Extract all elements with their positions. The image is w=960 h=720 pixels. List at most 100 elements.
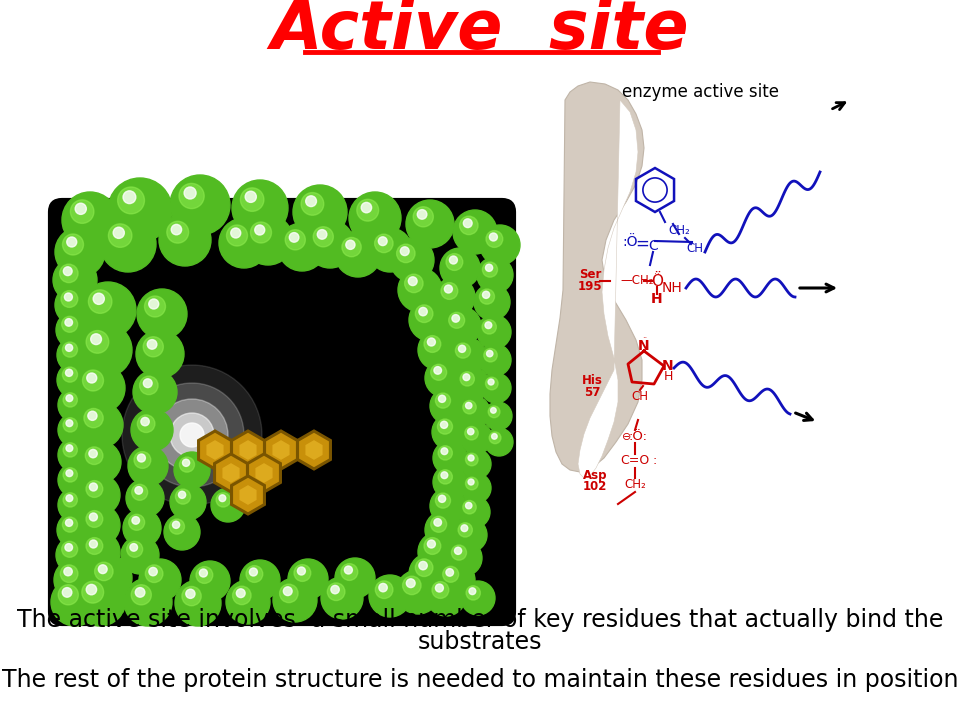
Circle shape [465, 426, 478, 440]
Circle shape [129, 514, 145, 530]
Circle shape [441, 282, 458, 300]
Circle shape [444, 285, 452, 293]
Circle shape [331, 585, 339, 594]
Circle shape [65, 344, 73, 351]
Circle shape [132, 517, 139, 524]
Circle shape [236, 589, 245, 598]
Circle shape [419, 307, 427, 316]
Polygon shape [199, 431, 231, 469]
Circle shape [342, 238, 361, 257]
Circle shape [490, 432, 501, 444]
Circle shape [467, 586, 480, 600]
Circle shape [149, 299, 158, 309]
Circle shape [140, 383, 244, 487]
Polygon shape [231, 476, 264, 514]
Circle shape [219, 218, 269, 268]
Circle shape [446, 540, 482, 576]
Text: ..: .. [642, 331, 648, 341]
Circle shape [65, 519, 73, 526]
Circle shape [190, 561, 230, 601]
Circle shape [341, 564, 358, 580]
Circle shape [419, 562, 427, 570]
Circle shape [126, 479, 164, 517]
Circle shape [390, 238, 434, 282]
Circle shape [446, 253, 463, 271]
Circle shape [441, 448, 447, 454]
Polygon shape [206, 440, 224, 460]
Circle shape [100, 216, 156, 272]
Circle shape [409, 299, 451, 341]
Circle shape [60, 264, 78, 283]
Circle shape [301, 192, 324, 215]
Circle shape [273, 578, 317, 622]
Circle shape [439, 395, 445, 402]
Circle shape [449, 256, 457, 264]
Circle shape [435, 277, 475, 317]
Circle shape [463, 374, 469, 381]
Circle shape [90, 334, 102, 345]
Circle shape [486, 264, 492, 271]
Circle shape [486, 377, 498, 390]
Polygon shape [578, 100, 638, 478]
Circle shape [396, 244, 415, 263]
Circle shape [441, 472, 447, 479]
Circle shape [345, 566, 352, 574]
Circle shape [62, 234, 84, 255]
Circle shape [131, 409, 173, 451]
Circle shape [434, 518, 442, 526]
Circle shape [327, 583, 345, 600]
Circle shape [289, 233, 299, 242]
Circle shape [477, 257, 513, 293]
Circle shape [89, 513, 97, 521]
Polygon shape [298, 431, 330, 469]
Circle shape [54, 559, 96, 601]
Circle shape [66, 420, 73, 426]
Circle shape [443, 307, 481, 345]
Circle shape [278, 223, 326, 271]
Circle shape [51, 578, 99, 626]
Circle shape [137, 289, 187, 339]
Circle shape [139, 376, 158, 395]
Text: C=O: C=O [620, 454, 650, 467]
Text: H: H [663, 371, 673, 384]
Circle shape [89, 540, 97, 548]
Circle shape [75, 363, 125, 413]
Circle shape [427, 540, 436, 548]
Circle shape [483, 291, 490, 298]
Circle shape [484, 402, 512, 430]
Circle shape [65, 544, 73, 552]
Circle shape [59, 585, 79, 605]
Circle shape [491, 408, 496, 413]
Circle shape [482, 262, 497, 277]
Circle shape [89, 483, 97, 491]
Circle shape [424, 336, 441, 352]
Circle shape [167, 221, 188, 243]
Text: enzyme active site: enzyme active site [621, 83, 779, 101]
Circle shape [66, 495, 73, 502]
Circle shape [63, 468, 78, 482]
Circle shape [65, 369, 73, 377]
Circle shape [173, 521, 180, 528]
Circle shape [335, 231, 381, 277]
Circle shape [438, 419, 452, 434]
Circle shape [418, 532, 458, 572]
Circle shape [232, 586, 252, 605]
Circle shape [179, 184, 204, 209]
Circle shape [357, 199, 378, 221]
Circle shape [488, 379, 494, 385]
Circle shape [489, 406, 500, 418]
Circle shape [128, 446, 168, 486]
Circle shape [279, 584, 298, 603]
Polygon shape [223, 463, 240, 483]
Circle shape [58, 388, 92, 422]
Circle shape [285, 230, 305, 250]
Circle shape [58, 413, 92, 447]
Circle shape [396, 570, 440, 614]
Text: Ser: Ser [579, 269, 601, 282]
Text: :Ö: :Ö [622, 235, 637, 249]
Circle shape [450, 338, 486, 374]
Circle shape [62, 367, 78, 382]
Circle shape [137, 415, 155, 433]
Circle shape [61, 541, 78, 557]
Circle shape [298, 567, 305, 575]
